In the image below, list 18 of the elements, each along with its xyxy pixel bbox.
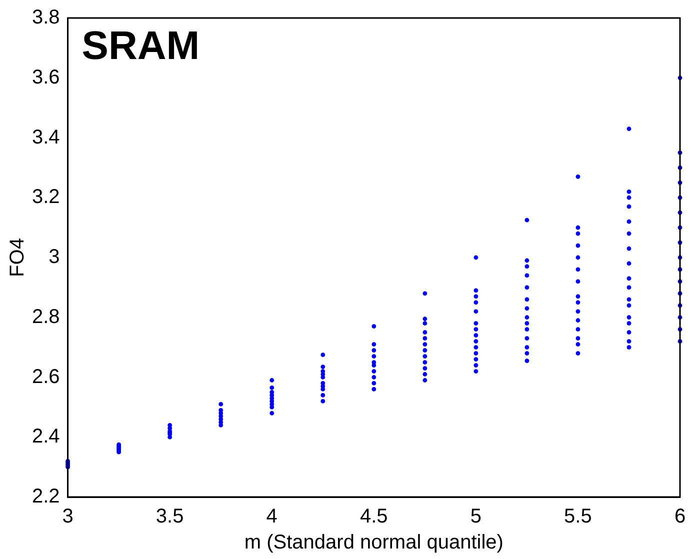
y-tick-label: 2.6: [32, 366, 60, 388]
y-tick-label: 3: [48, 246, 60, 268]
y-tick-label: 3.6: [32, 66, 60, 88]
x-tick-label: 3.5: [156, 506, 184, 528]
y-axis-title: FO4: [6, 238, 29, 277]
y-tick-label: 3.4: [32, 126, 60, 148]
x-axis-title: m (Standard normal quantile): [244, 532, 504, 554]
x-tick-label: 4.5: [360, 506, 388, 528]
y-tick-label: 2.4: [32, 426, 60, 448]
y-tick-label: 2.2: [32, 486, 60, 508]
y-tick-label: 2.8: [32, 306, 60, 328]
x-tick-label: 4: [266, 506, 278, 528]
x-tick-label: 5: [470, 506, 482, 528]
y-tick-label: 3.8: [32, 6, 60, 29]
chart-title: SRAM: [82, 24, 200, 68]
x-tick-label: 6: [674, 506, 686, 528]
x-tick-label: 5.5: [564, 506, 592, 528]
y-tick-label: 3.2: [32, 186, 60, 208]
